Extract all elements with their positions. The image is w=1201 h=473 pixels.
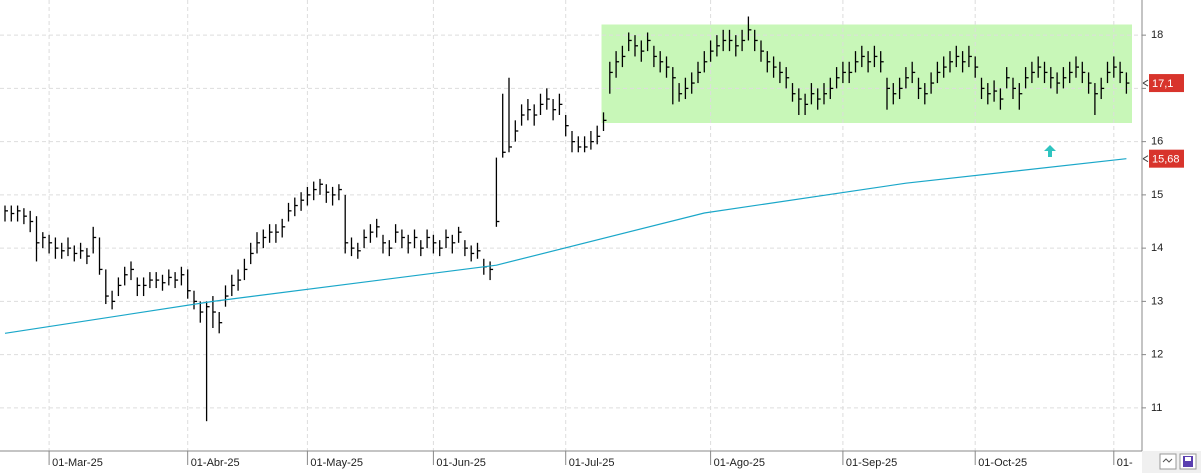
scroll-icon[interactable] xyxy=(1159,453,1177,470)
x-tick-label: 01-Ago-25 xyxy=(714,457,765,469)
price-label: 17,1 xyxy=(1152,78,1173,90)
x-tick-label: 01-Sep-25 xyxy=(846,457,897,469)
y-tick-label: 12 xyxy=(1151,349,1163,361)
y-tick-label: 16 xyxy=(1151,136,1163,148)
price-pointer xyxy=(1142,155,1149,163)
price-label-box xyxy=(1149,74,1184,93)
range-band xyxy=(601,24,1132,123)
x-tick-label: 01-Jul-25 xyxy=(569,457,615,469)
moving-average xyxy=(4,158,1127,334)
y-tick-label: 11 xyxy=(1151,402,1162,414)
price-pointer xyxy=(1142,79,1149,87)
price-label-box xyxy=(1149,149,1184,168)
up-arrow xyxy=(1044,145,1056,157)
grid-layer xyxy=(0,0,1142,451)
y-tick-label: 18 xyxy=(1151,29,1163,41)
y-tick-label: 13 xyxy=(1151,295,1163,307)
save-icon[interactable] xyxy=(1179,453,1197,470)
price-label: 15,68 xyxy=(1152,154,1180,166)
y-tick-label: 15 xyxy=(1151,189,1163,201)
x-tick-label: 01-Mar-25 xyxy=(52,457,103,469)
band-layer xyxy=(601,24,1132,123)
y-tick-label: 14 xyxy=(1151,242,1163,254)
x-tick-label: 01-Abr-25 xyxy=(191,457,240,469)
x-tick-label: 01-Jun-25 xyxy=(436,457,486,469)
main-layer xyxy=(4,16,1130,422)
x-tick-label: 01-May-25 xyxy=(310,457,363,469)
x-tick-label: 01-Oct-25 xyxy=(978,457,1027,469)
x-tick-label: 01- xyxy=(1117,457,1133,469)
